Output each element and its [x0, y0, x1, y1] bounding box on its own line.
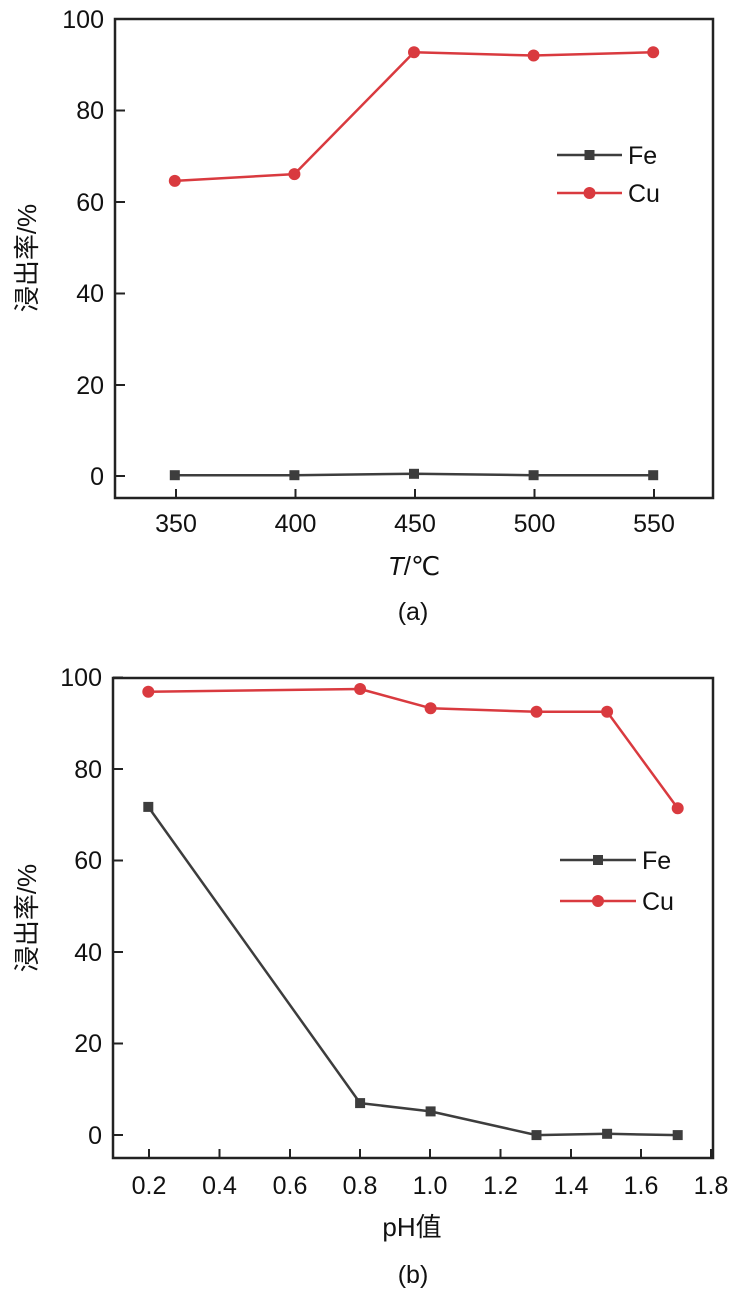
- chart-a: 0 20 40 60 80 100 350 400 450 500 550 T/…: [12, 6, 715, 626]
- chart-b-y-tick-label: 100: [60, 664, 102, 692]
- chart-a-cu-point-3: [527, 49, 540, 62]
- chart-a-cu-point-2: [408, 46, 420, 59]
- chart-a-y-tick-label: 0: [90, 463, 104, 491]
- chart-a-y-axis-title: 浸出率/%: [12, 204, 42, 312]
- chart-b-plot-frame: [111, 676, 715, 1160]
- chart-a-x-ticks: [175, 489, 655, 498]
- chart-b-legend-cu-marker: [592, 895, 604, 907]
- chart-b-cu-line: [148, 687, 679, 810]
- chart-a-x-tick-label: 450: [394, 510, 436, 538]
- chart-b-cu-point-2: [424, 702, 437, 715]
- chart-a-y-tick-label: 100: [62, 6, 104, 34]
- chart-a-x-tick-label: 400: [275, 510, 317, 538]
- chart-a-cu-point-0: [168, 174, 181, 187]
- chart-a-x-tick-labels: 350 400 450 500 550: [155, 510, 675, 538]
- chart-b-cu-point-4: [601, 705, 614, 718]
- chart-b-x-tick-label: 0.8: [343, 1172, 378, 1200]
- chart-b-cu-point-0: [142, 685, 155, 698]
- chart-a-y-tick-label: 20: [76, 372, 104, 400]
- chart-b-y-tick-label: 20: [74, 1030, 102, 1058]
- chart-a-cu-line: [174, 51, 654, 183]
- chart-b-series: [142, 683, 684, 1141]
- chart-b-x-tick-label: 1.6: [624, 1172, 659, 1200]
- chart-b-x-tick-label: 1.8: [694, 1172, 729, 1200]
- chart-b-y-tick-labels: 0 20 40 60 80 100: [60, 664, 102, 1150]
- chart-a-legend-fe-marker: [584, 150, 595, 160]
- chart-a-x-tick-label: 500: [514, 510, 556, 538]
- chart-b-y-axis-title: 浸出率/%: [12, 864, 42, 972]
- chart-b-legend-fe-label: Fe: [642, 847, 671, 875]
- chart-b-y-tick-label: 60: [74, 847, 102, 875]
- chart-b-cu-point-1: [354, 683, 367, 695]
- chart-b-x-tick-label: 0.4: [202, 1172, 237, 1200]
- chart-a-plot-frame: [113, 17, 715, 500]
- chart-a-caption: (a): [398, 598, 429, 626]
- chart-b-legend: Fe Cu: [560, 847, 674, 916]
- chart-b-fe-point-5: [672, 1130, 683, 1141]
- chart-b-x-tick-label: 0.6: [273, 1172, 308, 1200]
- chart-a-fe-point-3: [528, 470, 539, 481]
- chart-a-series: [168, 46, 660, 481]
- chart-b-x-tick-label: 1.0: [413, 1172, 448, 1200]
- chart-a-legend-cu-marker: [583, 187, 596, 199]
- chart-b-cu-point-5: [671, 802, 684, 815]
- chart-b-y-tick-label: 0: [88, 1122, 102, 1150]
- chart-b-y-tick-label: 40: [74, 939, 102, 967]
- chart-a-legend-fe-label: Fe: [628, 142, 657, 170]
- chart-b-fe-point-2: [425, 1106, 436, 1117]
- chart-a-x-tick-label: 550: [633, 510, 675, 538]
- chart-a-fe-point-0: [169, 470, 180, 481]
- chart-b-x-ticks: [148, 1149, 712, 1158]
- chart-b-x-tick-label: 1.2: [483, 1172, 518, 1200]
- chart-b-fe-point-0: [143, 801, 154, 812]
- chart-b-y-tick-label: 80: [74, 756, 102, 784]
- chart-b-legend-fe-marker: [593, 855, 603, 865]
- chart-b-x-axis-title: pH值: [382, 1212, 441, 1242]
- chart-b: 0 20 40 60 80 100 0.2 0.4 0.6 0.8 1.0 1.…: [12, 664, 728, 1289]
- chart-b-y-ticks: [113, 676, 123, 1136]
- chart-a-legend-cu-label: Cu: [628, 180, 660, 208]
- chart-b-cu-point-3: [530, 705, 543, 718]
- chart-b-caption: (b): [398, 1261, 429, 1289]
- chart-a-cu-point-1: [288, 168, 301, 181]
- chart-a-y-tick-label: 80: [76, 97, 104, 125]
- chart-a-legend: Fe Cu: [557, 142, 660, 208]
- chart-b-fe-point-1: [355, 1098, 366, 1109]
- chart-a-x-axis-title: T/℃: [388, 551, 440, 581]
- chart-b-x-tick-label: 1.4: [554, 1172, 589, 1200]
- chart-a-y-tick-label: 60: [76, 189, 104, 217]
- chart-a-fe-point-2: [409, 468, 419, 479]
- chart-a-y-tick-label: 40: [76, 280, 104, 308]
- chart-b-fe-line: [147, 806, 678, 1137]
- chart-b-x-tick-label: 0.2: [132, 1172, 167, 1200]
- chart-a-x-tick-label: 350: [155, 510, 197, 538]
- chart-b-legend-cu-label: Cu: [642, 888, 674, 916]
- chart-a-y-ticks: [115, 18, 125, 477]
- chart-a-y-tick-labels: 0 20 40 60 80 100: [62, 6, 104, 491]
- chart-b-fe-point-4: [602, 1128, 613, 1139]
- chart-a-fe-point-4: [648, 470, 659, 481]
- chart-b-fe-point-3: [531, 1130, 542, 1141]
- chart-a-cu-point-4: [647, 46, 660, 59]
- chart-b-x-tick-labels: 0.2 0.4 0.6 0.8 1.0 1.2 1.4 1.6 1.8: [132, 1172, 729, 1200]
- chart-a-fe-point-1: [289, 470, 300, 481]
